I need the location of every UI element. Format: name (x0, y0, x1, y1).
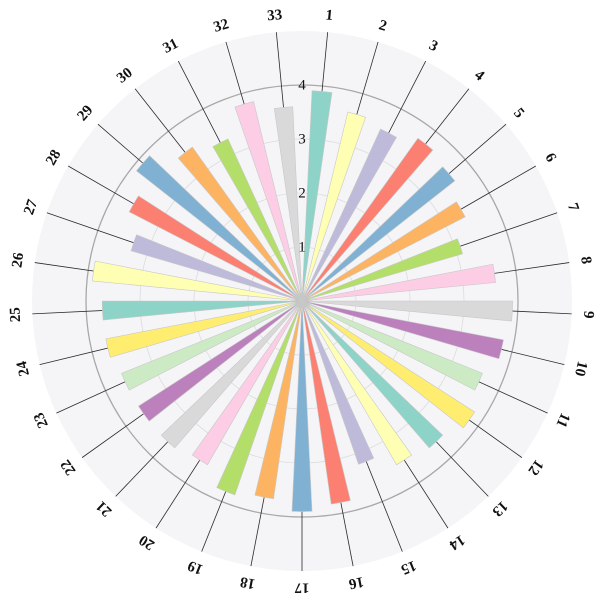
category-label-20: 20 (136, 531, 157, 553)
category-label-6: 6 (541, 150, 559, 165)
bar-33 (273, 106, 303, 302)
bar-25 (101, 300, 303, 321)
bar-32 (234, 101, 303, 302)
category-label-16: 16 (347, 573, 365, 592)
category-label-26: 26 (9, 251, 27, 269)
bar-12 (301, 300, 476, 429)
category-label-3: 3 (426, 37, 440, 55)
radial-tick-label-2: 2 (298, 185, 306, 201)
bar-5 (301, 166, 456, 302)
category-label-21: 21 (93, 497, 115, 519)
category-label-5: 5 (510, 105, 527, 121)
category-label-29: 29 (74, 102, 96, 124)
category-label-4: 4 (471, 67, 487, 85)
category-label-27: 27 (21, 197, 41, 217)
bar-28 (128, 195, 303, 302)
bar-29 (136, 155, 303, 302)
category-label-17: 17 (294, 580, 310, 596)
bar-14 (301, 300, 413, 466)
category-labels: 1234567891011121314151617181920212223242… (7, 7, 596, 595)
bar-13 (301, 300, 444, 449)
category-label-14: 14 (446, 531, 468, 553)
bar-18 (254, 300, 303, 500)
category-label-33: 33 (267, 7, 283, 24)
bar-6 (301, 201, 466, 302)
category-label-2: 2 (377, 17, 389, 34)
bar-19 (216, 300, 303, 496)
radial-tick-label-4: 4 (298, 77, 306, 93)
radial-tick-label-1: 1 (298, 239, 306, 255)
category-label-9: 9 (580, 311, 596, 319)
category-label-8: 8 (577, 255, 594, 265)
bar-30 (177, 146, 303, 302)
bar-17 (291, 300, 313, 512)
category-label-11: 11 (552, 410, 572, 430)
category-label-31: 31 (160, 36, 181, 57)
category-label-32: 32 (212, 16, 231, 36)
bar-10 (301, 300, 504, 360)
bar-22 (138, 300, 303, 422)
category-label-28: 28 (43, 147, 64, 168)
category-label-23: 23 (31, 410, 52, 430)
category-label-1: 1 (325, 7, 334, 24)
category-label-19: 19 (186, 557, 206, 577)
category-label-25: 25 (7, 307, 24, 323)
bar-31 (212, 138, 303, 302)
bar-8 (301, 263, 496, 302)
category-label-22: 22 (58, 456, 80, 477)
bar-21 (160, 300, 303, 449)
category-label-13: 13 (489, 497, 511, 519)
bar-2 (301, 111, 366, 302)
bar-3 (301, 128, 397, 302)
radial-tick-label-3: 3 (298, 131, 306, 147)
category-label-10: 10 (571, 359, 590, 377)
bar-16 (301, 300, 351, 505)
bar-7 (301, 238, 463, 302)
bar-20 (191, 300, 303, 466)
category-label-15: 15 (399, 557, 419, 577)
bar-24 (105, 300, 303, 358)
bar-11 (301, 300, 483, 391)
category-label-18: 18 (239, 573, 257, 592)
bar-27 (130, 234, 303, 302)
bar-23 (121, 300, 303, 391)
bar-4 (301, 137, 434, 302)
bar-1 (301, 90, 333, 302)
category-label-24: 24 (14, 359, 33, 378)
category-label-7: 7 (564, 201, 582, 214)
category-label-30: 30 (114, 65, 136, 87)
bar-15 (301, 300, 375, 465)
radial-tick-labels: 1 2 3 4 (298, 77, 306, 255)
bar-26 (92, 260, 303, 302)
category-label-12: 12 (525, 456, 547, 477)
bar-9 (301, 300, 513, 322)
bar-layer (92, 90, 513, 512)
